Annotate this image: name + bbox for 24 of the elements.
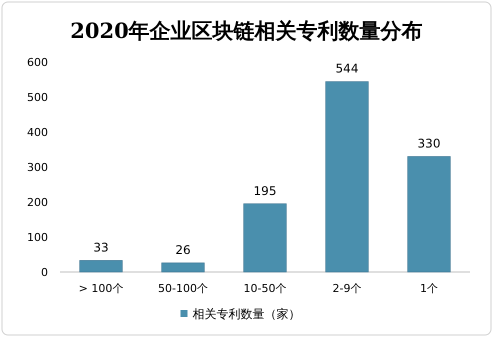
x-tick-label: 50-100个 bbox=[158, 282, 208, 295]
data-label: 33 bbox=[93, 240, 109, 254]
bar bbox=[407, 156, 451, 272]
x-tick-label: > 100个 bbox=[78, 282, 124, 295]
x-tick-label: 1个 bbox=[420, 282, 438, 295]
y-tick-label: 100 bbox=[27, 231, 48, 244]
y-tick-label: 0 bbox=[41, 266, 48, 279]
x-tick-label: 2-9个 bbox=[332, 282, 362, 295]
bar bbox=[161, 262, 205, 272]
bar bbox=[243, 203, 287, 272]
data-label: 544 bbox=[336, 62, 358, 76]
y-tick-label: 600 bbox=[27, 56, 48, 69]
y-tick-label: 300 bbox=[27, 161, 48, 174]
x-tick-label: 10-50个 bbox=[244, 282, 286, 295]
data-label: 330 bbox=[418, 136, 440, 150]
data-label: 26 bbox=[175, 242, 191, 257]
chart-title: 2020年企业区块链相关专利数量分布 bbox=[70, 18, 423, 43]
data-label: 195 bbox=[254, 184, 276, 198]
y-tick-label: 500 bbox=[27, 91, 48, 104]
bar bbox=[79, 260, 123, 272]
y-tick-label: 400 bbox=[27, 126, 48, 139]
bar bbox=[325, 81, 369, 272]
y-tick-label: 200 bbox=[27, 196, 48, 209]
legend-label: 相关专利数量（家） bbox=[192, 307, 300, 321]
